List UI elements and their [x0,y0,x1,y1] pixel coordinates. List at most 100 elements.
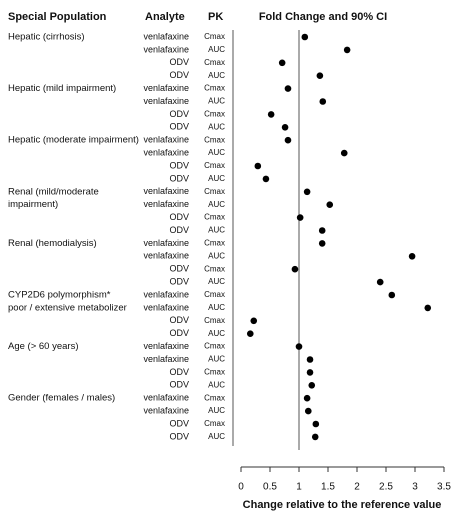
pk-label: AUC [208,355,225,364]
pk-label: AUC [208,97,225,106]
point [303,394,311,402]
pk-label: AUC [208,148,225,157]
point [254,162,262,170]
pk-label: Cmax [204,32,225,41]
point [326,201,334,208]
analyte-label: venlafaxine [143,238,189,248]
group-label: Hepatic (cirrhosis) [8,32,85,43]
group-label: Renal (hemodialysis) [8,238,97,249]
analyte-label: venlafaxine [143,96,189,106]
analyte-label: ODV [169,431,189,441]
analyte-label: ODV [169,225,189,235]
group-label: CYP2D6 polymorphism* [8,290,111,301]
point [311,433,319,441]
point [306,369,314,376]
point [291,265,299,273]
analyte-label: ODV [169,276,189,286]
analyte-label: venlafaxine [143,31,189,41]
analyte-label: ODV [169,57,189,67]
pk-label: Cmax [204,419,225,428]
pk-label: AUC [208,303,225,312]
x-tick-label: 1.5 [321,482,335,493]
pk-label: AUC [208,71,225,80]
analyte-label: ODV [169,109,189,119]
group-label: Gender (females / males) [8,393,115,404]
x-tick-label: 1 [296,482,302,493]
point [318,227,326,234]
point [318,240,326,247]
pk-label: Cmax [204,161,225,170]
point [301,33,309,41]
analyte-label: ODV [169,418,189,428]
analyte-header: Analyte [145,11,185,23]
pk-label: Cmax [204,316,225,325]
pk-label: AUC [208,122,225,131]
point [262,175,270,183]
pk-label: AUC [208,251,225,260]
analyte-label: venlafaxine [143,147,189,157]
group-label: Age (> 60 years) [8,341,79,352]
group-label: Renal (mild/moderate [8,186,99,197]
pk-label: Cmax [204,290,225,299]
pk-label: Cmax [204,393,225,402]
analyte-label: ODV [169,380,189,390]
analyte-label: ODV [169,212,189,222]
analyte-label: ODV [169,328,189,338]
point [267,111,275,118]
pk-label: Cmax [204,239,225,248]
analyte-label: venlafaxine [143,186,189,196]
analyte-label: ODV [169,315,189,325]
analyte-label: venlafaxine [143,289,189,299]
point [340,149,348,157]
point [343,46,351,54]
analyte-label: ODV [169,70,189,80]
pk-label: AUC [208,406,225,415]
pk-label: Cmax [204,110,225,119]
point [308,382,316,389]
point [424,304,432,312]
analyte-label: ODV [169,173,189,183]
point [295,343,303,350]
analyte-label: venlafaxine [143,354,189,364]
point [312,420,320,428]
point [306,356,314,363]
pk-label: AUC [208,277,225,286]
group-label: poor / extensive metabolizer [8,302,127,313]
x-tick-label: 3.5 [437,482,451,493]
point [278,59,286,67]
analyte-label: venlafaxine [143,44,189,54]
analyte-label: ODV [169,264,189,274]
pk-label: AUC [208,226,225,235]
pk-label: AUC [208,174,225,183]
pk-label: Cmax [204,368,225,377]
analyte-label: venlafaxine [143,405,189,415]
pk-label: Cmax [204,264,225,273]
group-label: Hepatic (moderate impairment) [8,135,139,146]
pk-header: PK [208,11,223,23]
point [250,317,258,325]
pk-label: Cmax [204,187,225,196]
pk-label: Cmax [204,213,225,222]
point [284,136,292,144]
analyte-label: ODV [169,122,189,132]
pk-label: AUC [208,329,225,338]
analyte-label: ODV [169,367,189,377]
x-tick-label: 0 [238,482,244,493]
pk-label: AUC [208,45,225,54]
point [316,72,324,79]
analyte-label: venlafaxine [143,341,189,351]
point [319,98,327,105]
chart-title: Fold Change and 90% CI [259,11,387,23]
point [246,330,254,338]
point [408,252,416,260]
analyte-label: ODV [169,160,189,170]
x-axis-label: Change relative to the reference value [243,499,442,511]
pk-label: AUC [208,432,225,441]
analyte-label: venlafaxine [143,302,189,312]
analyte-label: venlafaxine [143,251,189,261]
pk-label: AUC [208,200,225,209]
pk-label: Cmax [204,84,225,93]
analyte-label: venlafaxine [143,83,189,93]
